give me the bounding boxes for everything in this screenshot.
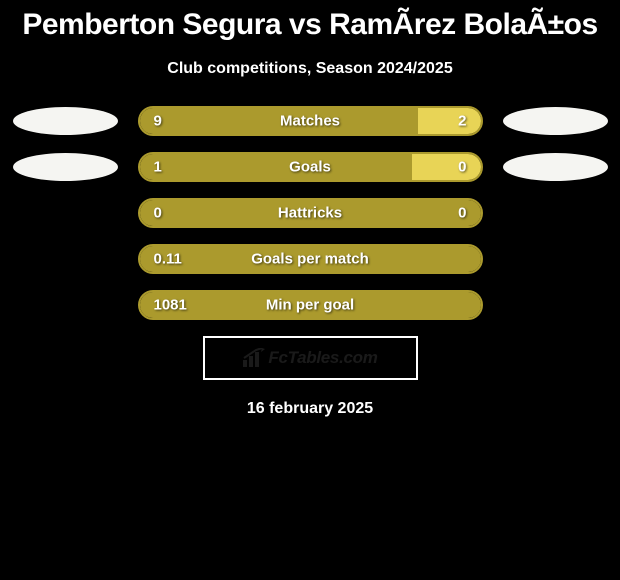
player-badge-left [13,153,118,181]
stat-value-left: 1081 [154,297,187,314]
stat-row: 0.11 Goals per match [0,244,620,274]
stat-value-left: 0 [154,205,162,222]
stat-row: 1081 Min per goal [0,290,620,320]
stat-value-right: 0 [458,205,466,222]
player-badge-left [13,107,118,135]
chart-icon [242,348,266,368]
stat-bar: 1 0 Goals [138,152,483,182]
stat-bar: 9 2 Matches [138,106,483,136]
stat-label: Goals per match [251,251,369,268]
brand-inner: FcTables.com [242,348,377,368]
stat-label: Hattricks [278,205,342,222]
stat-bar: 0.11 Goals per match [138,244,483,274]
stats-container: 9 2 Matches 1 0 Goals 0 0 Hattricks 0.11 Goals per… [0,106,620,320]
stat-label: Matches [280,113,340,130]
stat-bar: 1081 Min per goal [138,290,483,320]
stat-value-left: 9 [154,113,162,130]
stat-value-left: 0.11 [154,251,182,268]
stat-value-right: 2 [458,113,466,130]
date-text: 16 february 2025 [0,400,620,418]
stat-value-left: 1 [154,159,162,176]
stat-bar: 0 0 Hattricks [138,198,483,228]
stat-label: Min per goal [266,297,354,314]
brand-box: FcTables.com [203,336,418,380]
stat-label: Goals [289,159,331,176]
player-badge-right [503,153,608,181]
comparison-title: Pemberton Segura vs RamÃ­rez BolaÃ±os [0,0,620,42]
comparison-subtitle: Club competitions, Season 2024/2025 [0,60,620,78]
player-badge-right [503,107,608,135]
stat-row: 0 0 Hattricks [0,198,620,228]
stat-row: 9 2 Matches [0,106,620,136]
brand-text: FcTables.com [268,348,377,368]
stat-row: 1 0 Goals [0,152,620,182]
stat-value-right: 0 [458,159,466,176]
